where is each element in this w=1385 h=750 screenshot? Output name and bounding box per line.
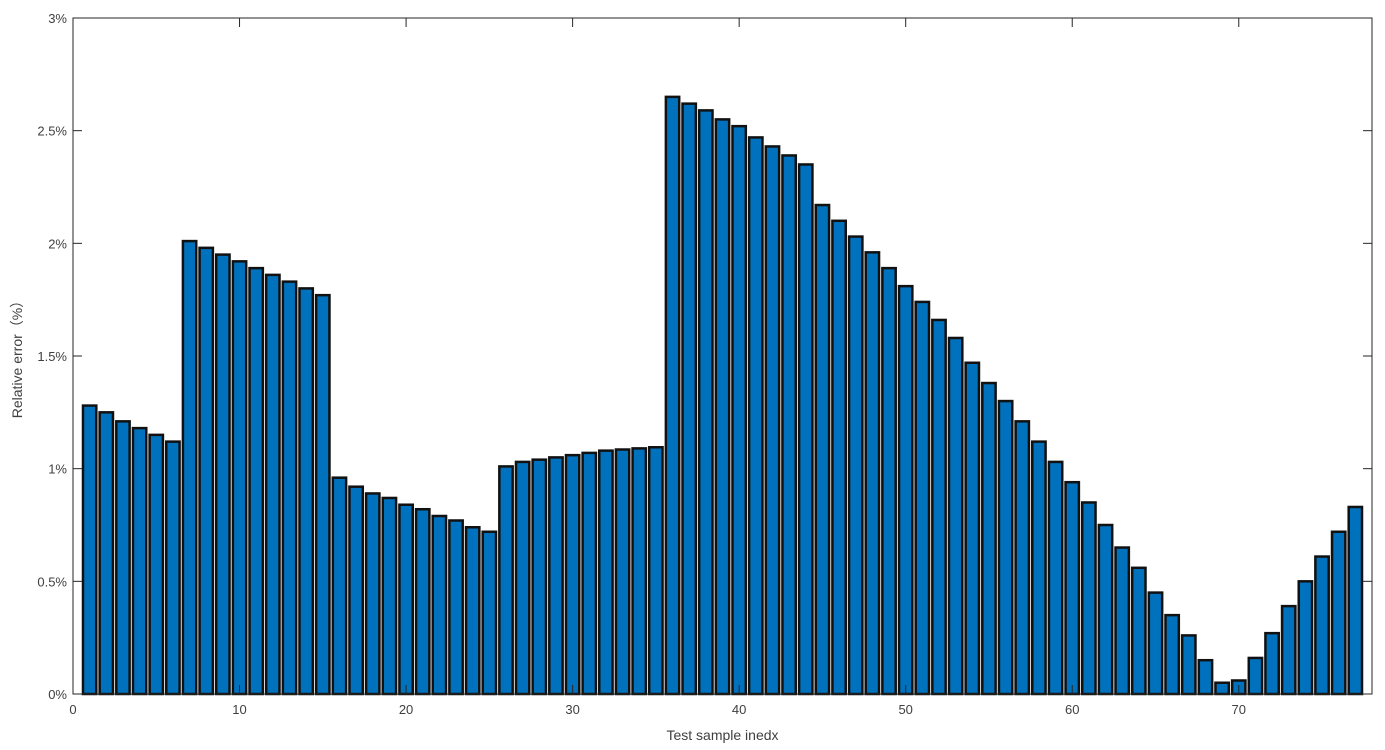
axis-ticks	[72, 17, 1372, 695]
bar-20	[398, 503, 414, 696]
bar-37	[681, 102, 698, 696]
bar-46	[831, 219, 847, 696]
bar-50	[897, 284, 914, 696]
bar-72	[1264, 631, 1280, 696]
bar-5	[148, 433, 165, 696]
bar-59	[1047, 460, 1064, 696]
bar-77	[1347, 505, 1364, 696]
bar-64	[1130, 566, 1147, 696]
x-tick-label-40: 40	[732, 702, 746, 717]
bar-54	[964, 361, 981, 696]
bar-38	[697, 109, 714, 696]
bar-73	[1280, 604, 1297, 696]
bar-52	[931, 318, 947, 696]
bar-58	[1031, 440, 1047, 696]
bar-42	[764, 145, 781, 696]
bar-35	[647, 446, 664, 696]
bar-51	[914, 300, 931, 696]
bar-40	[731, 124, 748, 696]
bar-75	[1314, 555, 1330, 696]
bar-41	[747, 136, 764, 696]
bar-33	[614, 448, 631, 696]
x-tick-label-50: 50	[898, 702, 912, 717]
bar-71	[1247, 656, 1264, 696]
y-tick-label-0: 0%	[48, 687, 67, 702]
bar-55	[981, 381, 997, 696]
x-tick-label-70: 70	[1232, 702, 1246, 717]
x-tick-label-20: 20	[399, 702, 413, 717]
bar-45	[814, 203, 831, 696]
bar-28	[531, 458, 548, 696]
bar-23	[448, 519, 464, 696]
bar-10	[231, 260, 248, 696]
bar-12	[264, 273, 281, 696]
bar-67	[1180, 634, 1197, 696]
bar-49	[881, 266, 897, 696]
bar-11	[248, 266, 265, 696]
bar-76	[1330, 530, 1347, 696]
bar-31	[581, 451, 598, 696]
bar-66	[1164, 613, 1181, 696]
bar-56	[997, 399, 1014, 696]
bar-6	[165, 440, 181, 696]
bar-7	[181, 239, 198, 696]
bar-3	[115, 420, 131, 696]
bar-65	[1147, 591, 1164, 696]
bar-24	[464, 526, 481, 696]
y-tick-label-0.5: 0.5%	[37, 574, 67, 589]
bar-39	[714, 118, 731, 696]
bar-8	[198, 246, 215, 696]
bar-36	[664, 95, 681, 696]
y-tick-label-2: 2%	[48, 236, 67, 251]
bar-29	[548, 456, 564, 696]
bar-25	[481, 530, 498, 696]
bar-16	[331, 476, 348, 696]
y-axis-label: Relative error（%）	[9, 294, 25, 418]
bar-19	[381, 496, 398, 696]
bar-63	[1114, 546, 1131, 696]
bar-13	[281, 280, 298, 696]
x-tick-labels: 0 10 20 30 40 50 60 70	[69, 702, 1246, 717]
bar-15	[314, 293, 331, 696]
x-axis-label: Test sample inedx	[666, 727, 778, 743]
bar-30	[564, 453, 581, 696]
y-tick-label-2.5: 2.5%	[37, 124, 67, 139]
y-tick-labels: 0% 0.5% 1% 1.5% 2% 2.5% 3%	[37, 11, 67, 702]
bar-22	[431, 514, 448, 696]
bar-74	[1297, 580, 1314, 696]
x-tick-label-60: 60	[1065, 702, 1079, 717]
bar-47	[847, 235, 864, 696]
bar-2	[98, 411, 115, 696]
bar-60	[1064, 480, 1081, 696]
bar-4	[131, 426, 148, 696]
x-tick-label-10: 10	[232, 702, 246, 717]
bar-1	[81, 404, 98, 696]
bar-14	[298, 287, 315, 696]
y-tick-label-1: 1%	[48, 462, 67, 477]
bar-68	[1197, 658, 1214, 696]
bar-53	[947, 336, 964, 696]
bar-44	[797, 163, 814, 696]
bar-57	[1014, 420, 1031, 696]
x-tick-label-30: 30	[565, 702, 579, 717]
x-tick-label-0: 0	[69, 702, 76, 717]
bar-18	[364, 492, 381, 696]
bar-21	[414, 507, 431, 696]
bar-43	[781, 154, 798, 696]
bar-48	[864, 251, 881, 696]
bar-27	[514, 460, 531, 696]
y-tick-label-3: 3%	[48, 11, 67, 26]
bar-69	[1214, 681, 1231, 696]
bar-26	[498, 465, 514, 696]
bar-17	[348, 485, 365, 696]
bar-62	[1097, 523, 1114, 696]
bar-9	[214, 253, 231, 696]
bar-61	[1080, 501, 1097, 696]
bar-34	[631, 447, 648, 696]
y-tick-label-1.5: 1.5%	[37, 349, 67, 364]
bar-32	[598, 449, 614, 696]
bars-group	[81, 95, 1364, 696]
